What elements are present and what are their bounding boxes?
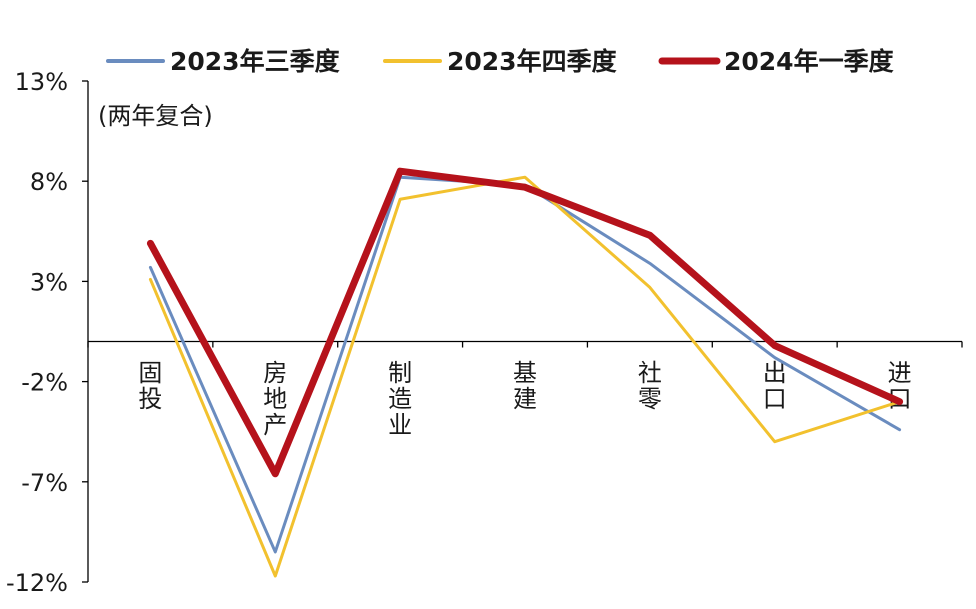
x-category-label: 制造业 [388,359,412,439]
series-line-3 [146,167,904,478]
x-category-label: 出口 [763,359,787,413]
x-category-label: 固投 [138,359,162,413]
y-tick-label: -12% [6,569,68,597]
y-tick-label: 8% [30,168,68,196]
y-tick-label: -2% [21,369,68,397]
legend-label: 2023年四季度 [447,47,617,76]
legend-item-2: 2023年四季度 [383,47,617,76]
y-axis: 13% 8% 3% -2% -7% -12% [6,68,89,597]
legend-label: 2023年三季度 [170,47,340,76]
x-category-label: 基建 [513,359,537,413]
y-tick-label: 13% [15,68,68,96]
legend-item-1: 2023年三季度 [106,47,340,76]
y-tick-label: 3% [30,268,68,296]
legend-label: 2024年一季度 [724,47,894,76]
x-category-label: 社零 [638,359,662,413]
legend-item-3: 2024年一季度 [658,47,894,76]
chart-note: (两年复合) [98,102,213,130]
y-tick-label: -7% [21,469,68,497]
legend: 2023年三季度 2023年四季度 2024年一季度 [106,47,894,76]
x-category-label: 房地产 [263,359,287,439]
series-line-2 [148,175,902,578]
series-layer [146,167,904,578]
